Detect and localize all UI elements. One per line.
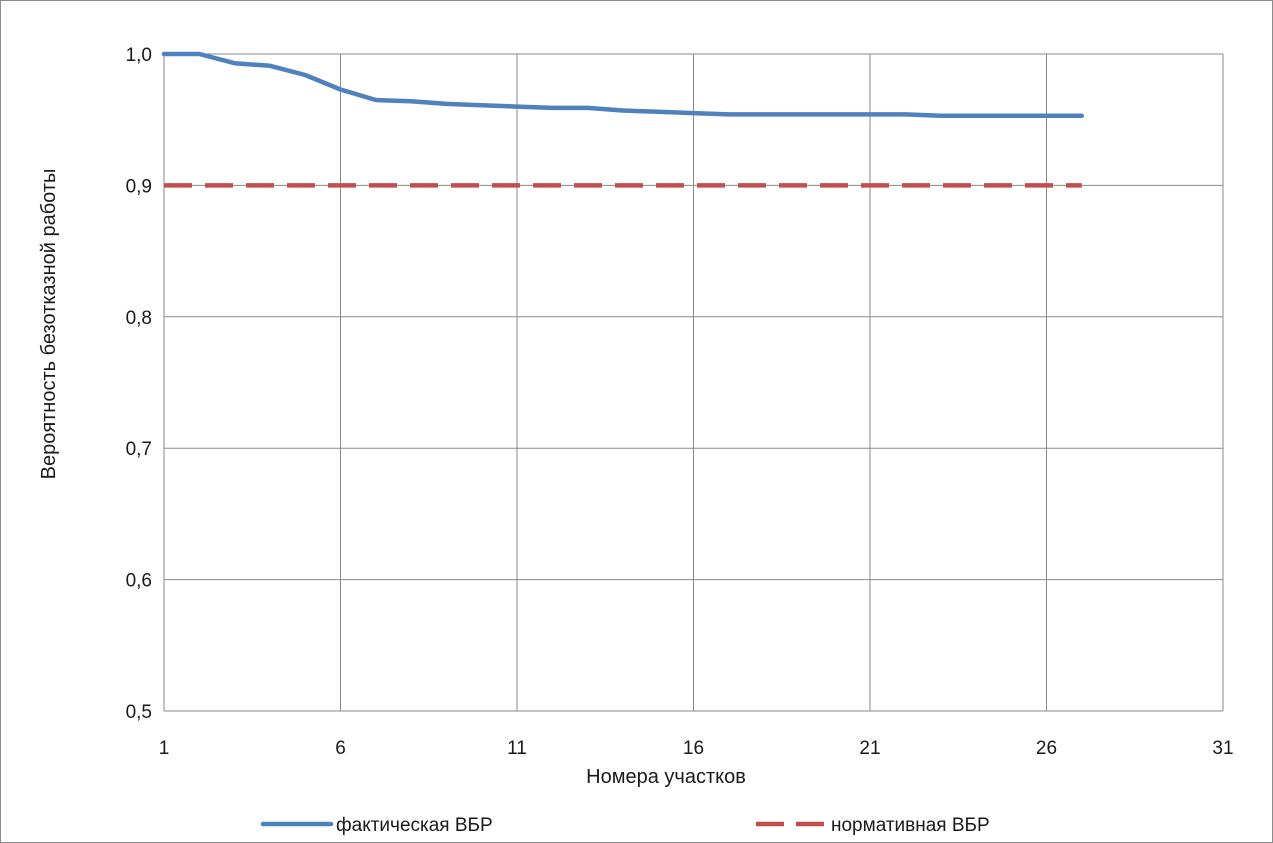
- series-lines: [161, 51, 1085, 188]
- x-tick-label: 1: [159, 738, 170, 759]
- y-tick-label: 0,6: [126, 571, 152, 592]
- x-axis-ticks: 1 6 11 16 21 26 31: [159, 738, 1234, 759]
- y-tick-label: 0,5: [126, 702, 152, 723]
- x-tick-label: 11: [507, 738, 527, 759]
- x-tick-label: 26: [1036, 738, 1057, 759]
- x-tick-label: 31: [1212, 738, 1233, 759]
- x-tick-label: 21: [859, 738, 880, 759]
- legend-label-normative: нормативная ВБР: [831, 815, 990, 836]
- y-axis-ticks: 0,5 0,6 0,7 0,8 0,9 1,0: [126, 45, 152, 723]
- y-tick-label: 0,9: [126, 176, 152, 197]
- y-tick-label: 0,7: [126, 439, 152, 460]
- x-tick-label: 6: [335, 738, 346, 759]
- legend-item-actual: фактическая ВБР: [260, 815, 493, 836]
- y-tick-label: 1,0: [126, 45, 152, 66]
- series-line-actual: [161, 51, 1085, 119]
- grid: [163, 53, 1224, 712]
- legend: фактическая ВБР нормативная ВБР: [260, 815, 990, 836]
- y-tick-label: 0,8: [126, 308, 152, 329]
- legend-item-normative: нормативная ВБР: [756, 815, 990, 836]
- legend-label-actual: фактическая ВБР: [336, 815, 493, 836]
- x-tick-label: 16: [683, 738, 704, 759]
- x-axis-title: Номера участков: [586, 766, 746, 788]
- y-axis-title: Вероятность безотказной работы: [38, 169, 60, 480]
